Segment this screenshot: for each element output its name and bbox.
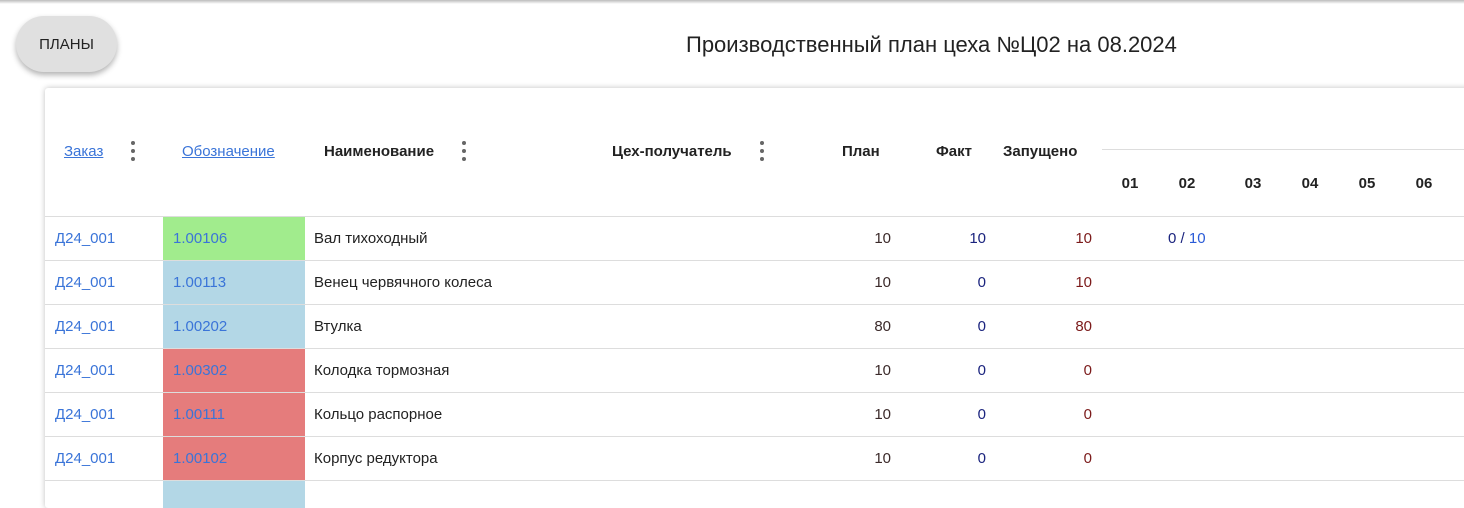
plan-cell: 10 [874,362,891,379]
column-header-launched: Запущено [1003,143,1078,160]
column-menu-icon[interactable] [130,141,136,161]
name-cell: Втулка [314,318,362,335]
day-cell[interactable]: 0 / 10 [1168,230,1206,247]
table-row[interactable]: Д24_001 1.00102 Корпус редуктора 10 0 0 [45,436,1464,481]
table-row[interactable]: Д24_001 1.00111 Кольцо распорное 10 0 0 [45,392,1464,437]
table-row[interactable]: Д24_001 1.00113 Венец червячного колеса … [45,260,1464,305]
fact-cell: 0 [977,318,986,335]
table-row[interactable]: Д24_001 1.00106 Вал тихоходный 10 10 10 0… [45,216,1464,261]
column-header-name: Наименование [324,143,435,160]
day-plan: 10 [1188,230,1206,247]
plan-table: Заказ Обозначение Наименование Цех-получ… [45,88,1464,508]
name-cell: Кольцо распорное [314,406,443,423]
page-title: Производственный план цеха №Ц02 на 08.20… [686,32,1177,57]
order-link[interactable]: Д24_001 [55,362,116,379]
day-header: 01 [1121,175,1139,192]
column-header-plan: План [842,143,880,160]
code-cell[interactable]: 1.00202 [163,305,305,349]
code-cell[interactable]: 1.00111 [163,393,305,437]
divider [1102,149,1464,150]
code-cell[interactable]: 1.00113 [163,261,305,305]
day-header: 04 [1301,175,1319,192]
launched-cell: 80 [1075,318,1092,335]
order-link[interactable]: Д24_001 [55,406,116,423]
order-link[interactable]: Д24_001 [55,450,116,467]
table-row[interactable]: Д24_001 1.00202 Втулка 80 0 80 [45,304,1464,349]
plans-button[interactable]: ПЛАНЫ [16,16,117,72]
plan-cell: 80 [874,318,891,335]
name-cell: Вал тихоходный [314,230,428,247]
column-header-fact: Факт [936,143,972,160]
fact-cell: 0 [977,450,986,467]
order-link[interactable]: Д24_001 [55,318,116,335]
name-cell: Корпус редуктора [314,450,438,467]
launched-cell: 0 [1083,406,1092,423]
plan-cell: 10 [874,406,891,423]
name-cell: Колодка тормозная [314,362,450,379]
column-header-code[interactable]: Обозначение [182,143,275,160]
day-header: 02 [1178,175,1196,192]
launched-cell: 0 [1083,450,1092,467]
day-header: 06 [1415,175,1433,192]
column-header-recipient: Цех-получатель [612,143,732,160]
top-shadow [0,0,1464,4]
code-cell[interactable]: 1.00106 [163,217,305,261]
day-header: 05 [1358,175,1376,192]
order-link[interactable]: Д24_001 [55,230,116,247]
fact-cell: 10 [969,230,986,247]
name-cell: Венец червячного колеса [314,274,492,291]
column-menu-icon[interactable] [461,141,467,161]
order-link[interactable]: Д24_001 [55,274,116,291]
fact-cell: 0 [977,362,986,379]
fact-cell: 0 [977,274,986,291]
code-cell [163,481,305,508]
column-header-order[interactable]: Заказ [64,143,104,160]
table-row[interactable]: Д24_001 1.00302 Колодка тормозная 10 0 0 [45,348,1464,393]
launched-cell: 0 [1083,362,1092,379]
table-body: Д24_001 1.00106 Вал тихоходный 10 10 10 0… [45,216,1464,508]
launched-cell: 10 [1075,230,1092,247]
code-cell[interactable]: 1.00302 [163,349,305,393]
plan-cell: 10 [874,274,891,291]
column-menu-icon[interactable] [759,141,765,161]
fact-cell: 0 [977,406,986,423]
table-row [45,480,1464,508]
day-header: 03 [1244,175,1262,192]
plan-cell: 10 [874,230,891,247]
code-cell[interactable]: 1.00102 [163,437,305,481]
plan-cell: 10 [874,450,891,467]
day-fact: 0 [1168,230,1177,247]
launched-cell: 10 [1075,274,1092,291]
